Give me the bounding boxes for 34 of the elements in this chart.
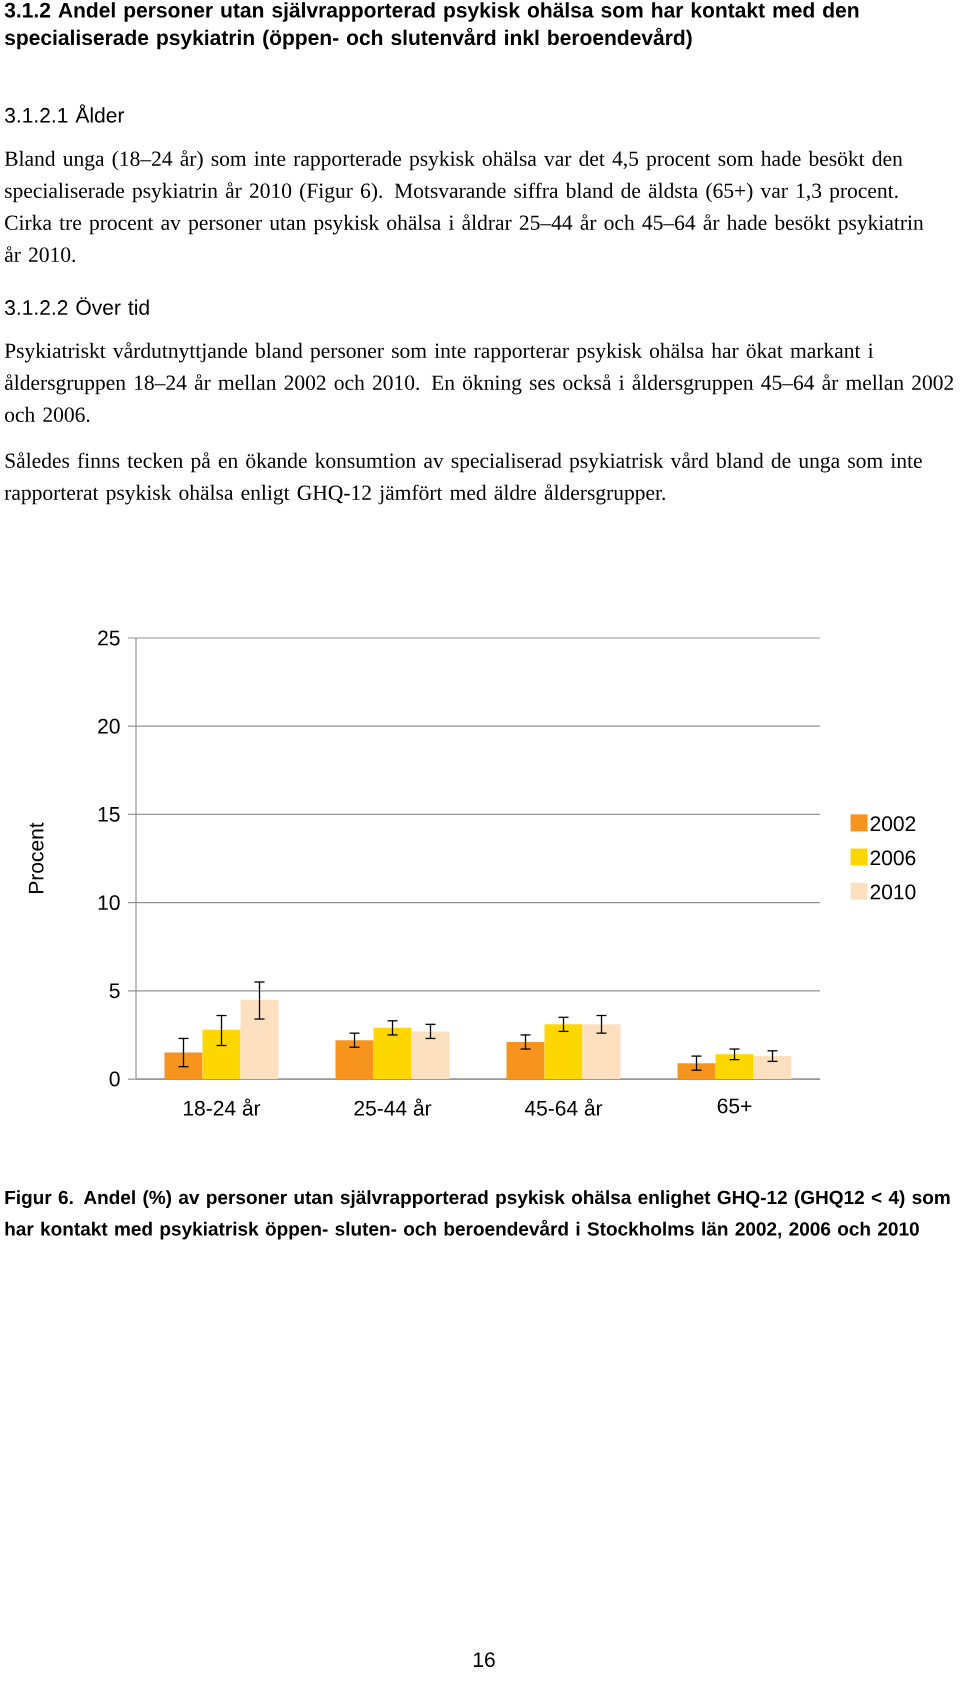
bar [582, 1024, 621, 1080]
text: 16 [473, 1652, 495, 1668]
y-tick-label: 25 [98, 630, 120, 646]
legend-label: 2010 [870, 884, 916, 900]
x-tick-label: 18-24 år [183, 1098, 261, 1116]
text: Figur 6. Andel (%) av personer utan självrapporterad psykisk ohälsa enlighet GHQ-12 (GHQ12 < 4) som har kontakt med psykiatrisk öppen- sluten- och beroendevård i Stockholms län 2002, 2006 och 2010 [5, 1190, 950, 1240]
bar [677, 1063, 716, 1080]
y-tick-label: 15 [98, 807, 120, 822]
text: Bland unga (18–24 år) som inte rapporterade psykisk ohälsa var det 4,5 procent som hade besökt den specialiserade psykiatrin år 2010 (Figur 6). Motsvarande siffra bland de äldsta (65+) var 1,3 procent. Cirka tre procent av personer utan psykisk ohälsa i åldrar 25–44 år och 45–64 år hade besökt psykiatrin år 2010. [4, 150, 924, 263]
legend-label: 2002 [870, 816, 916, 832]
text: Således finns tecken på en ökande konsumtion av specialiserad psykiatrisk vård bland de unga som inte rapporterat psykisk ohälsa enligt GHQ-12 jämfört med äldre åldersgrupper. [4, 452, 922, 505]
bar [240, 999, 279, 1080]
bar [753, 1056, 792, 1080]
bar [411, 1031, 450, 1080]
bar [335, 1040, 374, 1080]
text: 3.1.2.1 Ålder [5, 104, 125, 123]
x-tick-label: 25-44 år [354, 1098, 432, 1116]
y-tick-label: 20 [98, 718, 120, 734]
y-axis-title: Procent [28, 822, 44, 893]
text: Psykiatriskt vårdutnyttjande bland personer som inte rapporterar psykisk ohälsa har ökat markant i åldersgruppen 18–24 år mellan 2002 och 2010. En ökning ses också i åldersgruppen 45–64 år mellan 2002 och 2006. [4, 342, 954, 423]
y-tick-label: 10 [98, 895, 120, 911]
bar [164, 1052, 203, 1080]
bar [544, 1024, 583, 1080]
bar [506, 1041, 545, 1080]
x-tick-label: 65+ [717, 1098, 752, 1114]
y-tick-label: 5 [109, 983, 120, 999]
bar [202, 1029, 241, 1080]
chart-title: 3.1.2 Andel personer utan självrapporterad psykisk ohälsa som har kontakt med den specialiserade psykiatrin (öppen- och slutenvård inkl beroendevård) [4, 2, 859, 50]
x-tick-label: 45-64 år [524, 1098, 603, 1116]
bar [715, 1054, 754, 1080]
text: 3.1.2.2 Över tid [5, 297, 149, 315]
legend-label: 2006 [870, 850, 916, 866]
y-tick-label: 0 [109, 1071, 120, 1087]
bar [373, 1027, 412, 1080]
